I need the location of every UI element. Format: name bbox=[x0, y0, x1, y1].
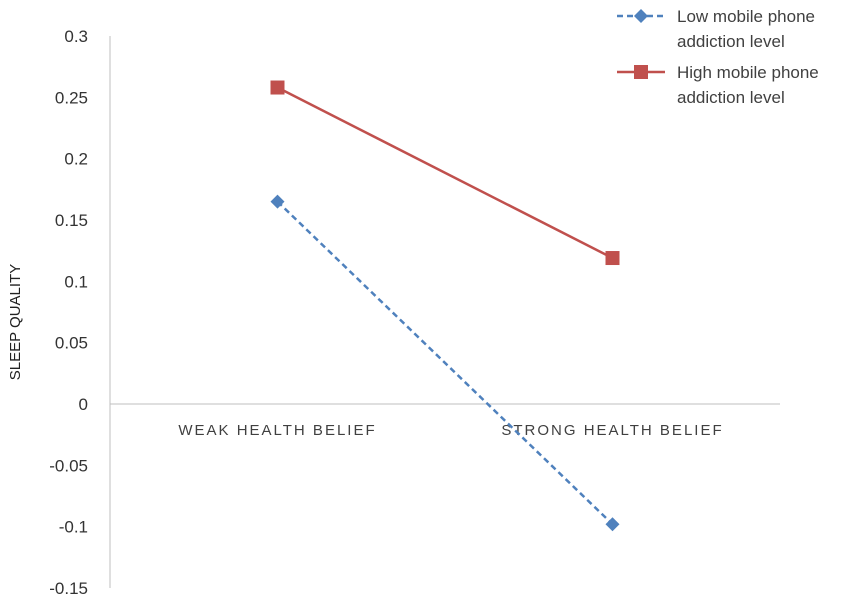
data-point bbox=[270, 80, 285, 95]
y-axis-title: SLEEP QUALITY bbox=[7, 264, 24, 380]
y-tick-label: 0.3 bbox=[64, 27, 88, 46]
y-tick-labels: 0.3 0.25 0.2 0.15 0.1 0.05 0 -0.05 -0.1 -0.15 bbox=[49, 27, 88, 598]
y-tick-label: 0.25 bbox=[55, 88, 88, 107]
series-line bbox=[276, 86, 614, 260]
y-tick-label: 0.15 bbox=[55, 211, 88, 230]
legend-marker bbox=[634, 65, 648, 79]
data-point bbox=[605, 251, 620, 266]
series-low-addiction bbox=[270, 194, 620, 532]
series-line bbox=[276, 200, 614, 526]
legend-entry: High mobile phone addiction level bbox=[617, 63, 819, 107]
category-labels: WEAK HEALTH BELIEF STRONG HEALTH BELIEF bbox=[178, 422, 723, 439]
series-high-addiction bbox=[270, 80, 620, 266]
y-tick-label: 0 bbox=[79, 395, 88, 414]
legend-label: High mobile phone addiction level bbox=[677, 63, 819, 107]
category-label: STRONG HEALTH BELIEF bbox=[501, 422, 723, 439]
y-tick-label: 0.1 bbox=[64, 272, 88, 291]
data-point bbox=[605, 517, 620, 532]
y-tick-label: -0.1 bbox=[59, 518, 88, 537]
y-tick-label: -0.05 bbox=[49, 456, 88, 475]
legend-label: Low mobile phone addiction level bbox=[677, 7, 815, 51]
legend: Low mobile phone addiction level High mobi… bbox=[617, 7, 819, 107]
y-tick-label: -0.15 bbox=[49, 579, 88, 598]
category-label: WEAK HEALTH BELIEF bbox=[178, 422, 376, 439]
legend-marker bbox=[634, 9, 648, 23]
legend-entry: Low mobile phone addiction level bbox=[617, 7, 815, 51]
series-layer bbox=[270, 80, 620, 532]
y-tick-label: 0.05 bbox=[55, 334, 88, 353]
y-tick-label: 0.2 bbox=[64, 150, 88, 169]
data-point bbox=[270, 194, 285, 209]
